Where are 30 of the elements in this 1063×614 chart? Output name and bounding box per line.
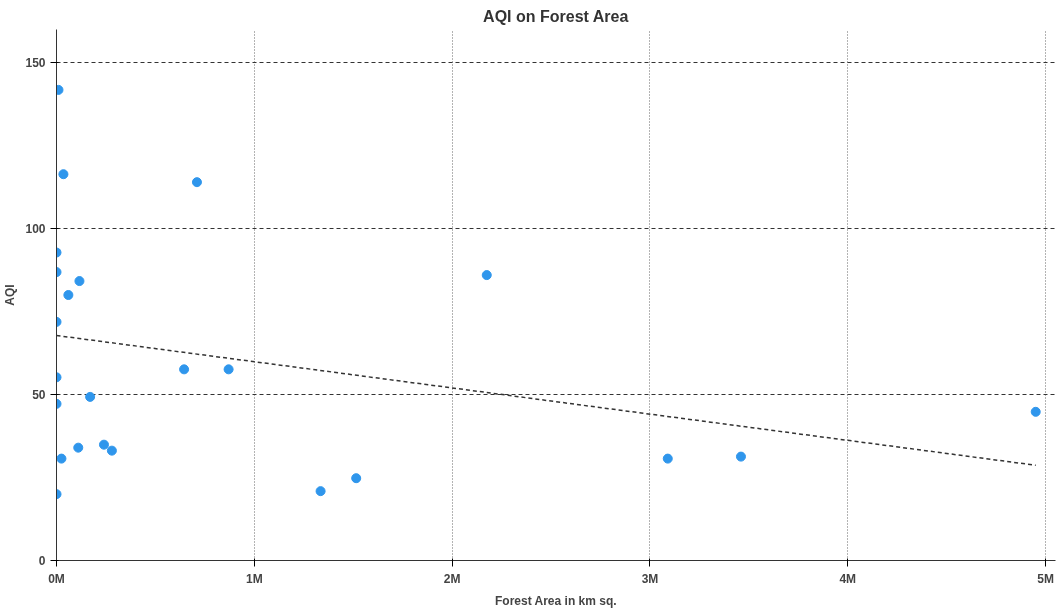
y-tick-label: 100 xyxy=(25,222,46,237)
x-tick-label: 0M xyxy=(48,571,65,586)
point xyxy=(58,169,69,180)
point xyxy=(63,290,74,300)
point xyxy=(481,270,492,281)
x-tick-label: 4M xyxy=(839,571,857,586)
point xyxy=(315,486,326,497)
chart-title: AQI on Forest Area xyxy=(483,7,629,25)
point xyxy=(73,442,84,453)
point xyxy=(223,364,234,375)
y-tick-label: 50 xyxy=(32,388,46,403)
point xyxy=(351,473,362,484)
y-axis-title: AQI xyxy=(3,284,18,306)
x-tick-label: 1M xyxy=(245,571,263,586)
point xyxy=(85,391,96,402)
y-tick-label: 150 xyxy=(25,56,46,71)
x-tick-label: 2M xyxy=(443,571,461,586)
point xyxy=(179,364,190,375)
point xyxy=(191,177,202,188)
x-axis-title: Forest Area in km sq. xyxy=(494,593,617,608)
point xyxy=(106,445,117,456)
point xyxy=(1030,406,1041,417)
y-tick-label: 0 xyxy=(38,554,46,568)
x-tick-label: 3M xyxy=(641,571,659,586)
point xyxy=(74,276,85,287)
x-tick-label: 5M xyxy=(1037,571,1054,586)
point xyxy=(662,453,673,464)
point xyxy=(98,439,109,450)
point xyxy=(735,451,746,462)
point xyxy=(56,453,67,464)
